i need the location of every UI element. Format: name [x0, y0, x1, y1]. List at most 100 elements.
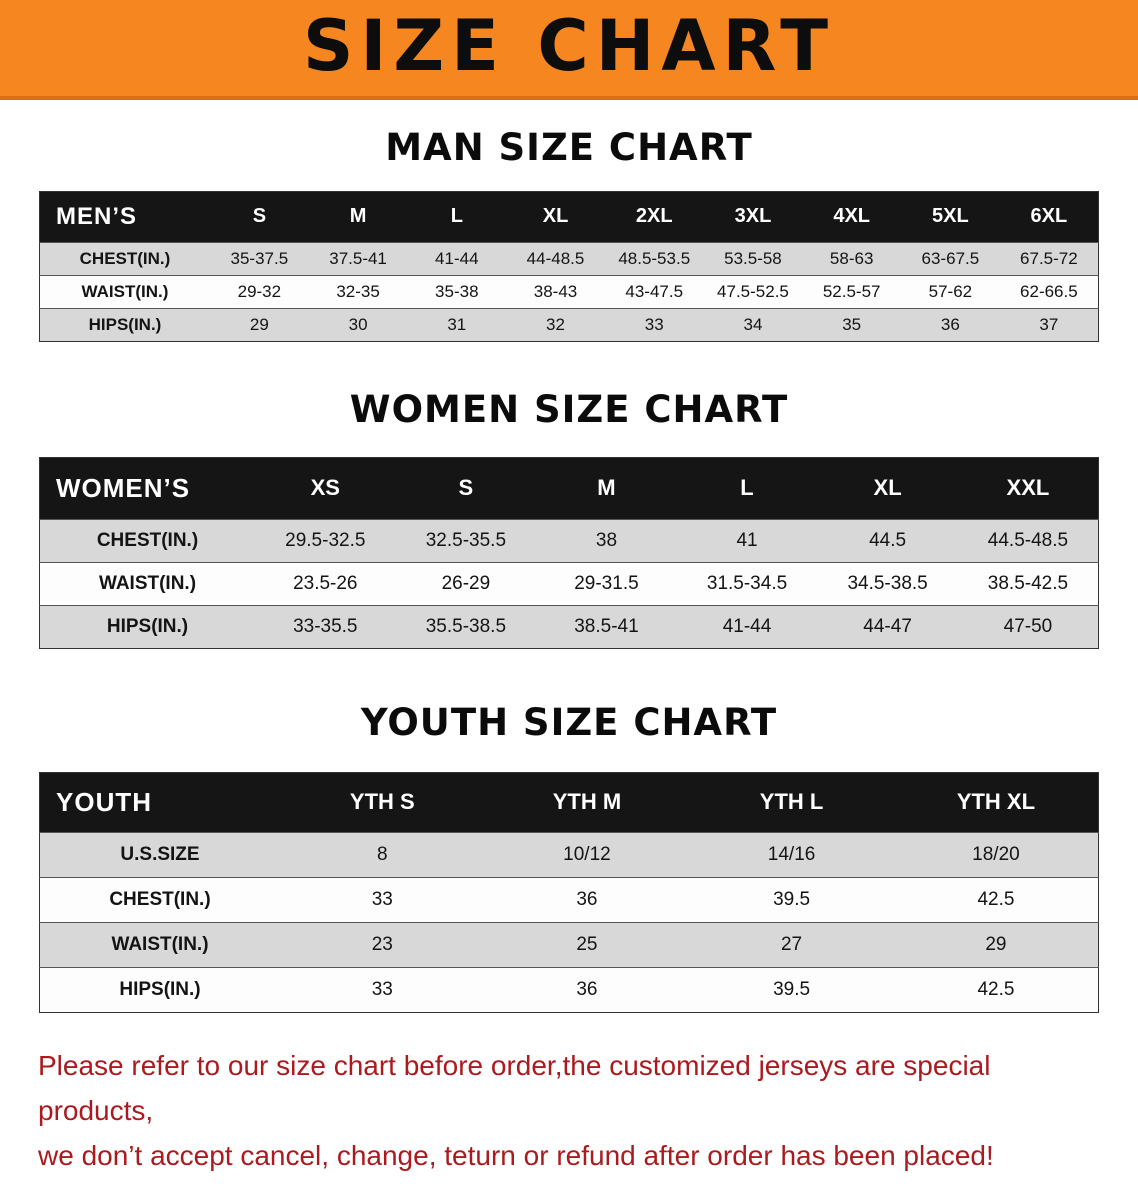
- row-label: CHEST(IN.): [39, 518, 255, 562]
- size-value-cell: 18/20: [893, 831, 1099, 877]
- size-value-cell: 29.5-32.5: [255, 518, 396, 562]
- row-label: HIPS(IN.): [39, 966, 280, 1012]
- men-size-chart-section: MAN SIZE CHART MEN’S S M L XL 2XL 3XL 4XL 5XL 6XL…: [0, 126, 1138, 342]
- table-row: WAIST(IN.) 23 25 27 29: [39, 921, 1099, 967]
- size-value-cell: 63-67.5: [901, 241, 1000, 275]
- size-value-cell: 14/16: [689, 831, 894, 877]
- size-value-cell: 36: [484, 876, 690, 922]
- table-row: WAIST(IN.) 23.5-26 26-29 29-31.5 31.5-34.5 34…: [39, 561, 1099, 605]
- size-value-cell: 38.5-42.5: [957, 561, 1099, 605]
- table-row: CHEST(IN.) 29.5-32.5 32.5-35.5 38 41 44.5 44.5…: [39, 518, 1099, 562]
- size-column-header: 6XL: [999, 191, 1099, 242]
- size-value-cell: 36: [901, 307, 1000, 341]
- size-column-header: 5XL: [901, 191, 1000, 242]
- size-value-cell: 38.5-41: [536, 604, 677, 648]
- row-label: HIPS(IN.): [39, 604, 255, 648]
- size-value-cell: 34: [703, 307, 803, 341]
- size-value-cell: 35-38: [407, 274, 507, 308]
- size-value-cell: 29-31.5: [536, 561, 677, 605]
- size-value-cell: 29: [893, 921, 1099, 967]
- size-column-header: YTH M: [484, 772, 690, 832]
- size-value-cell: 35: [802, 307, 902, 341]
- youth-size-chart-section: YOUTH SIZE CHART YOUTH YTH S YTH M YTH L YTH…: [0, 701, 1138, 1013]
- banner: SIZE CHART: [0, 0, 1138, 100]
- size-column-header: L: [407, 191, 507, 242]
- size-value-cell: 31: [407, 307, 507, 341]
- size-value-cell: 10/12: [484, 831, 690, 877]
- size-column-header: S: [210, 191, 309, 242]
- size-value-cell: 26-29: [395, 561, 537, 605]
- size-value-cell: 32.5-35.5: [395, 518, 537, 562]
- size-value-cell: 42.5: [893, 876, 1099, 922]
- size-value-cell: 44.5: [817, 518, 958, 562]
- size-value-cell: 58-63: [802, 241, 902, 275]
- page-title: SIZE CHART: [302, 5, 836, 87]
- men-size-table: MEN’S S M L XL 2XL 3XL 4XL 5XL 6XL CHEST(IN.) 35-37…: [39, 190, 1099, 342]
- footer-note: Please refer to our size chart before or…: [38, 1043, 1100, 1179]
- size-column-header: M: [308, 191, 408, 242]
- size-column-header: 2XL: [604, 191, 704, 242]
- footer-note-line2: we don’t accept cancel, change, teturn o…: [38, 1140, 994, 1172]
- size-value-cell: 48.5-53.5: [604, 241, 704, 275]
- size-value-cell: 8: [280, 831, 485, 877]
- size-value-cell: 23: [280, 921, 485, 967]
- row-label: U.S.SIZE: [39, 831, 280, 877]
- size-value-cell: 47-50: [957, 604, 1099, 648]
- table-header-row: WOMEN’S XS S M L XL XXL: [39, 457, 1099, 519]
- table-row: HIPS(IN.) 33 36 39.5 42.5: [39, 966, 1099, 1012]
- women-size-table: WOMEN’S XS S M L XL XXL CHEST(IN.) 29.5-32.5 32.5…: [39, 456, 1099, 649]
- size-value-cell: 29-32: [210, 274, 309, 308]
- size-value-cell: 37: [999, 307, 1099, 341]
- size-value-cell: 41-44: [407, 241, 507, 275]
- size-value-cell: 44.5-48.5: [957, 518, 1099, 562]
- table-title-cell: WOMEN’S: [39, 457, 255, 519]
- size-value-cell: 29: [210, 307, 309, 341]
- size-value-cell: 34.5-38.5: [817, 561, 958, 605]
- table-row: WAIST(IN.) 29-32 32-35 35-38 38-43 43-47.5 47.…: [39, 274, 1099, 308]
- table-row: U.S.SIZE 8 10/12 14/16 18/20: [39, 831, 1099, 877]
- size-value-cell: 33: [280, 876, 485, 922]
- size-value-cell: 33: [604, 307, 704, 341]
- table-row: CHEST(IN.) 35-37.5 37.5-41 41-44 44-48.5 48.5…: [39, 241, 1099, 275]
- size-value-cell: 41: [676, 518, 818, 562]
- table-header-row: YOUTH YTH S YTH M YTH L YTH XL: [39, 772, 1099, 832]
- size-value-cell: 27: [689, 921, 894, 967]
- size-value-cell: 32-35: [308, 274, 408, 308]
- size-value-cell: 44-48.5: [506, 241, 605, 275]
- size-value-cell: 41-44: [676, 604, 818, 648]
- size-column-header: L: [676, 457, 818, 519]
- size-column-header: YTH S: [280, 772, 485, 832]
- size-value-cell: 52.5-57: [802, 274, 902, 308]
- size-column-header: 4XL: [802, 191, 902, 242]
- size-value-cell: 57-62: [901, 274, 1000, 308]
- size-value-cell: 53.5-58: [703, 241, 803, 275]
- size-value-cell: 30: [308, 307, 408, 341]
- size-value-cell: 25: [484, 921, 690, 967]
- size-value-cell: 33: [280, 966, 485, 1012]
- size-column-header: YTH XL: [893, 772, 1099, 832]
- size-value-cell: 38: [536, 518, 677, 562]
- size-value-cell: 39.5: [689, 876, 894, 922]
- row-label: WAIST(IN.): [39, 921, 280, 967]
- row-label: WAIST(IN.): [39, 274, 210, 308]
- size-value-cell: 37.5-41: [308, 241, 408, 275]
- size-value-cell: 32: [506, 307, 605, 341]
- charts-container: MAN SIZE CHART MEN’S S M L XL 2XL 3XL 4XL 5XL 6XL…: [0, 126, 1138, 1013]
- size-value-cell: 39.5: [689, 966, 894, 1012]
- size-value-cell: 35.5-38.5: [395, 604, 537, 648]
- footer-note-line1: Please refer to our size chart before or…: [38, 1049, 991, 1126]
- size-value-cell: 31.5-34.5: [676, 561, 818, 605]
- youth-section-heading: YOUTH SIZE CHART: [360, 700, 778, 744]
- men-section-heading: MAN SIZE CHART: [385, 125, 753, 169]
- size-value-cell: 38-43: [506, 274, 605, 308]
- size-column-header: 3XL: [703, 191, 803, 242]
- women-section-heading: WOMEN SIZE CHART: [349, 387, 789, 431]
- row-label: HIPS(IN.): [39, 307, 210, 341]
- table-row: CHEST(IN.) 33 36 39.5 42.5: [39, 876, 1099, 922]
- size-value-cell: 35-37.5: [210, 241, 309, 275]
- size-column-header: XS: [255, 457, 396, 519]
- size-value-cell: 36: [484, 966, 690, 1012]
- size-value-cell: 62-66.5: [999, 274, 1099, 308]
- size-value-cell: 47.5-52.5: [703, 274, 803, 308]
